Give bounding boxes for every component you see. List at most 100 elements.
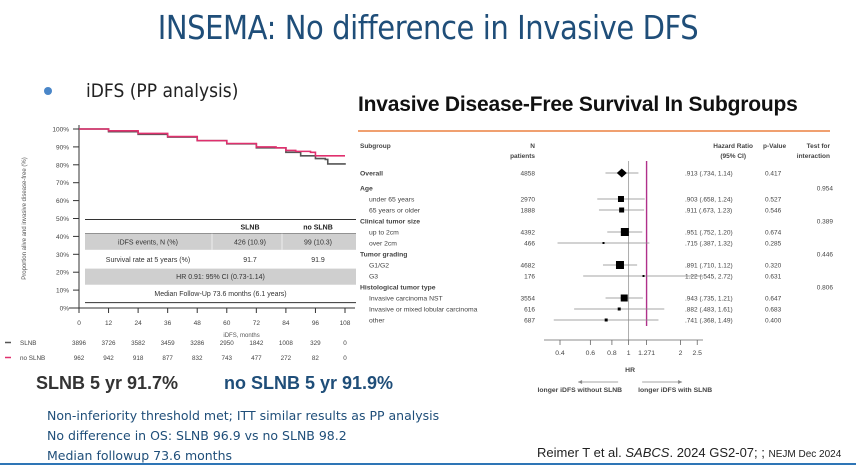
forest-header-p: p-Value bbox=[763, 143, 787, 150]
km-x-tick-label: 72 bbox=[253, 320, 261, 327]
at-risk-value: 942 bbox=[103, 355, 114, 362]
forest-x-tick-label: 1 bbox=[627, 350, 631, 357]
forest-row-hr-ci: .715 (.387, 1.32) bbox=[685, 241, 733, 248]
forest-header-hr: Hazard Ratio bbox=[713, 143, 753, 150]
at-risk-label: SLNB bbox=[20, 340, 36, 347]
km-table-cell-no-slnb: 99 (10.3) bbox=[304, 239, 332, 246]
forest-row-interaction-p: 0.954 bbox=[817, 186, 834, 193]
forest-row-label: under 65 years bbox=[369, 197, 415, 204]
km-table-header-no-slnb: no SLNB bbox=[303, 224, 333, 231]
forest-row-hr-ci: .943 (.735, 1.21) bbox=[685, 296, 733, 303]
km-axes: 0% 10% 20% 30% 40% 50% 60% 70% 80% 90% 100% 0 12 24 36… bbox=[22, 125, 355, 339]
forest-header-n-sub: patients bbox=[510, 153, 535, 160]
forest-row-label: Invasive or mixed lobular carcinoma bbox=[369, 307, 478, 314]
forest-x-tick-label: 0.6 bbox=[586, 350, 596, 357]
forest-x-tick-label: 1.271 bbox=[638, 350, 655, 357]
forest-header-subgroup: Subgroup bbox=[360, 143, 391, 150]
bullet-dot-icon bbox=[44, 87, 52, 95]
km-x-axis-label: iDFS, months bbox=[223, 333, 259, 339]
km-y-tick-label: 90% bbox=[56, 144, 69, 151]
forest-row-point bbox=[620, 294, 628, 302]
forest-row-p: 0.546 bbox=[765, 208, 782, 215]
forest-row-hr-ci: .951 (.752, 1.20) bbox=[685, 230, 733, 237]
at-risk-value: 1008 bbox=[279, 340, 294, 347]
km-curve-slnb bbox=[79, 128, 346, 165]
summary-slnb: SLNB 5 yr 91.7% bbox=[36, 373, 179, 393]
km-y-tick-label: 60% bbox=[56, 198, 69, 205]
forest-x-tick-label: 0.4 bbox=[555, 350, 565, 357]
forest-row-label: other bbox=[369, 318, 385, 325]
forest-row-n: 1888 bbox=[521, 208, 536, 215]
forest-row-point bbox=[617, 196, 624, 202]
forest-row-p: 0.400 bbox=[765, 318, 782, 325]
forest-row-point bbox=[615, 261, 624, 269]
forest-header-interaction: Test for bbox=[807, 143, 831, 150]
summary-no-slnb: no SLNB 5 yr 91.9% bbox=[224, 373, 394, 393]
forest-row-p: 0.417 bbox=[765, 171, 782, 178]
forest-header-interaction-sub: interaction bbox=[797, 153, 830, 160]
at-risk-value: 962 bbox=[74, 355, 85, 362]
forest-row-point bbox=[602, 242, 605, 244]
forest-x-axis-label: HR bbox=[625, 367, 635, 374]
forest-row-hr-ci: .891 (.710, 1.12) bbox=[685, 263, 733, 270]
forest-row-label: 65 years or older bbox=[369, 208, 421, 215]
km-x-tick-label: 12 bbox=[105, 320, 113, 327]
forest-header-n: N bbox=[530, 143, 535, 150]
forest-row-point bbox=[642, 275, 645, 277]
forest-arrow-right-label: longer iDFS with SLNB bbox=[638, 387, 712, 394]
forest-row-p: 0.320 bbox=[765, 263, 782, 270]
km-table-row-label: iDFS events, N (%) bbox=[118, 239, 178, 246]
at-risk-value: 743 bbox=[222, 355, 233, 362]
forest-x-tick-label: 0.8 bbox=[607, 350, 617, 357]
km-x-tick-label: 96 bbox=[312, 320, 320, 327]
at-risk-value: 2950 bbox=[220, 340, 235, 347]
at-risk-value: 477 bbox=[251, 355, 262, 362]
km-at-risk-table: SLNB 3896 3726 3582 3459 3286 2950 1842 1008 329 0… bbox=[5, 340, 347, 362]
forest-row-point bbox=[604, 318, 608, 322]
note-non-inferiority: Non-inferiority threshold met; ITT simil… bbox=[47, 408, 440, 423]
km-curves bbox=[79, 128, 346, 165]
note-os: No difference in OS: SLNB 96.9 vs no SLN… bbox=[47, 428, 347, 443]
forest-arrow-left-head-icon bbox=[578, 380, 583, 384]
forest-row-point bbox=[620, 228, 629, 236]
forest-overall-diamond bbox=[616, 168, 627, 178]
slide-title: INSEMA: No difference in Invasive DFS bbox=[157, 8, 699, 47]
forest-row-hr-ci: .903 (.658, 1.24) bbox=[685, 197, 733, 204]
citation-journal: SABCS bbox=[625, 445, 670, 460]
bottom-accent-bar bbox=[0, 463, 856, 465]
km-table-followup: Median Follow-Up 73.6 months (6.1 years) bbox=[154, 291, 286, 298]
km-curve-no-slnb bbox=[79, 128, 345, 157]
km-y-tick-label: 100% bbox=[52, 127, 69, 134]
forest-x-tick-label: 2.5 bbox=[693, 350, 703, 357]
forest-x-tick-label: 2 bbox=[679, 350, 683, 357]
km-x-tick-label: 48 bbox=[194, 320, 202, 327]
at-risk-label: no SLNB bbox=[20, 355, 45, 362]
km-x-tick-label: 36 bbox=[164, 320, 172, 327]
at-risk-value: 3582 bbox=[131, 340, 146, 347]
forest-row-n: 3554 bbox=[521, 296, 536, 303]
forest-row-point bbox=[619, 207, 625, 213]
km-table-cell-slnb: 91.7 bbox=[243, 257, 257, 264]
at-risk-value: 3459 bbox=[161, 340, 176, 347]
at-risk-value: 329 bbox=[310, 340, 321, 347]
note-followup: Median followup 73.6 months bbox=[47, 448, 233, 463]
forest-row-label: G3 bbox=[369, 274, 378, 281]
at-risk-value: 272 bbox=[281, 355, 292, 362]
km-table-cell-no-slnb: 91.9 bbox=[311, 257, 325, 264]
forest-row-label: Tumor grading bbox=[360, 252, 407, 259]
at-risk-value: 877 bbox=[162, 355, 173, 362]
km-table-cell-slnb: 426 (10.9) bbox=[234, 239, 266, 246]
km-y-axis-label: Proportion alive and invasive disease-fr… bbox=[22, 157, 28, 279]
forest-row-p: 0.285 bbox=[765, 241, 782, 248]
forest-row-interaction-p: 0.389 bbox=[817, 219, 834, 226]
forest-row-hr-ci: 1.22 (.545, 2.72) bbox=[685, 274, 733, 281]
forest-row-interaction-p: 0.446 bbox=[817, 252, 834, 259]
citation-author: Reimer T et al. bbox=[537, 445, 626, 460]
forest-row-label: up to 2cm bbox=[369, 230, 399, 237]
citation-rest: . 2024 GS2-07; ; bbox=[669, 445, 769, 460]
forest-title: Invasive Disease-Free Survival In Subgro… bbox=[358, 93, 798, 116]
km-x-tick-label: 24 bbox=[134, 320, 142, 327]
at-risk-value: 3286 bbox=[190, 340, 205, 347]
forest-arrow-left-label: longer iDFS without SLNB bbox=[538, 387, 623, 394]
km-y-tick-label: 40% bbox=[56, 234, 69, 241]
